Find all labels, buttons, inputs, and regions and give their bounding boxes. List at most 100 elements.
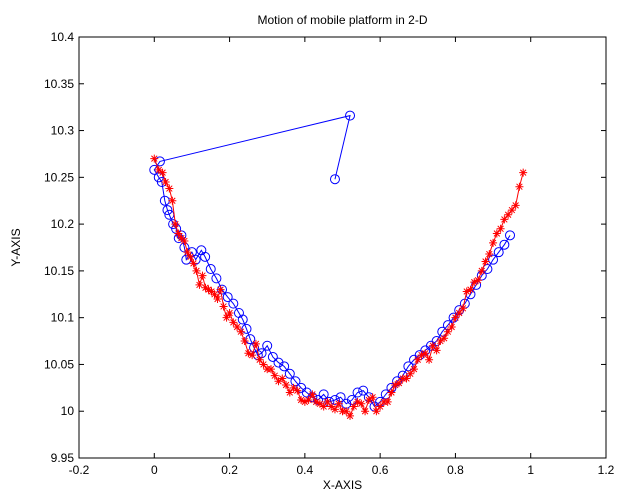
series-1-point <box>267 351 278 362</box>
series-2-point <box>436 337 445 346</box>
series-1-point <box>352 387 363 398</box>
series-1-point <box>245 334 256 345</box>
series-2-point <box>308 390 317 399</box>
series-2-point <box>477 266 486 275</box>
series-2-point <box>330 405 339 414</box>
series-2-point <box>204 285 213 294</box>
series-2-point <box>391 381 400 390</box>
series-2-point <box>293 386 302 395</box>
series-1-point <box>493 247 504 258</box>
series-2-point <box>244 349 253 358</box>
series-1-point <box>200 251 211 262</box>
series-2-point <box>455 308 464 317</box>
y-tick-label: 10.35 <box>44 77 74 91</box>
series-2-point <box>481 257 490 266</box>
series-2-point <box>349 402 358 411</box>
series-2-point <box>387 388 396 397</box>
series-1-point <box>205 264 216 275</box>
series-2-point <box>180 236 189 245</box>
series-2-point <box>346 411 355 420</box>
y-tick-label: 10 <box>61 404 75 418</box>
series-1-point <box>273 357 284 368</box>
x-tick-label: 1.2 <box>598 463 615 477</box>
series-2-point <box>259 360 268 369</box>
series-2-point <box>195 280 204 289</box>
x-tick-label: 0.8 <box>447 463 464 477</box>
series-2-point <box>216 285 225 294</box>
series-2-point <box>519 168 528 177</box>
series-2-point <box>297 395 306 404</box>
series-2-point <box>282 381 291 390</box>
series-2-point <box>165 184 174 193</box>
series-2-point <box>198 271 207 280</box>
series-2-point <box>515 182 524 191</box>
series-2-point <box>229 318 238 327</box>
series-2-point <box>402 374 411 383</box>
x-tick-label: 0 <box>151 463 158 477</box>
series-2-point <box>236 327 245 336</box>
series-2-point <box>489 238 498 247</box>
series-2-point <box>266 365 275 374</box>
series-2-point <box>383 397 392 406</box>
series-2-point <box>183 248 192 257</box>
series-2-point <box>500 215 509 224</box>
series-2-group <box>150 154 528 420</box>
series-1-point <box>241 323 252 334</box>
series-2-point <box>161 178 170 187</box>
series-2-point <box>270 371 279 380</box>
series-1-point <box>237 314 248 325</box>
x-axis-ticks: -0.2 0 0.2 0.4 0.6 0.8 1 1.2 <box>69 37 615 477</box>
plot-area-frame <box>78 36 607 459</box>
series-1-point <box>499 239 510 250</box>
series-2-point <box>451 313 460 322</box>
y-tick-label: 9.95 <box>51 451 75 465</box>
series-2-point <box>233 323 242 332</box>
series-2-point <box>323 397 332 406</box>
series-2-point <box>466 285 475 294</box>
series-2-point <box>334 399 343 408</box>
series-2-point <box>150 154 159 163</box>
series-2-point <box>425 355 434 364</box>
series-2-point <box>443 327 452 336</box>
series-2-point <box>394 379 403 388</box>
series-2-point <box>285 388 294 397</box>
series-1-point <box>162 205 173 216</box>
series-1-group <box>149 110 516 412</box>
series-2-point <box>357 399 366 408</box>
series-2-point <box>417 351 426 360</box>
x-tick-label: 1 <box>527 463 534 477</box>
chart-title: Motion of mobile platform in 2-D <box>257 13 427 27</box>
series-2-point <box>207 287 216 296</box>
y-tick-label: 10.05 <box>44 357 74 371</box>
series-2-point <box>174 229 183 238</box>
series-2-point <box>496 224 505 233</box>
series-1-point <box>211 273 222 284</box>
series-2-point <box>219 302 228 311</box>
y-tick-label: 10.4 <box>51 30 75 44</box>
series-2-point <box>327 402 336 411</box>
series-2-point <box>278 374 287 383</box>
series-2-point <box>492 229 501 238</box>
series-1-point <box>329 394 340 405</box>
series-1-point <box>222 292 233 303</box>
series-2-point <box>413 355 422 364</box>
series-2-point <box>189 259 198 268</box>
series-2-point <box>213 294 222 303</box>
x-tick-label: -0.2 <box>69 463 90 477</box>
series-1-point <box>279 361 290 372</box>
series-2-point <box>186 252 195 261</box>
y-tick-label: 10.2 <box>51 217 75 231</box>
series-1-point <box>284 368 295 379</box>
series-2-point <box>458 304 467 313</box>
x-tick-label: 0.6 <box>372 463 389 477</box>
series-2-point <box>376 402 385 411</box>
series-2-point <box>319 402 328 411</box>
series-1-point <box>505 230 516 241</box>
series-2-point <box>251 339 260 348</box>
series-2-point <box>168 196 177 205</box>
series-2-point <box>364 395 373 404</box>
series-2-point <box>210 290 219 299</box>
series-1-point <box>392 376 403 387</box>
series-2-point <box>421 349 430 358</box>
